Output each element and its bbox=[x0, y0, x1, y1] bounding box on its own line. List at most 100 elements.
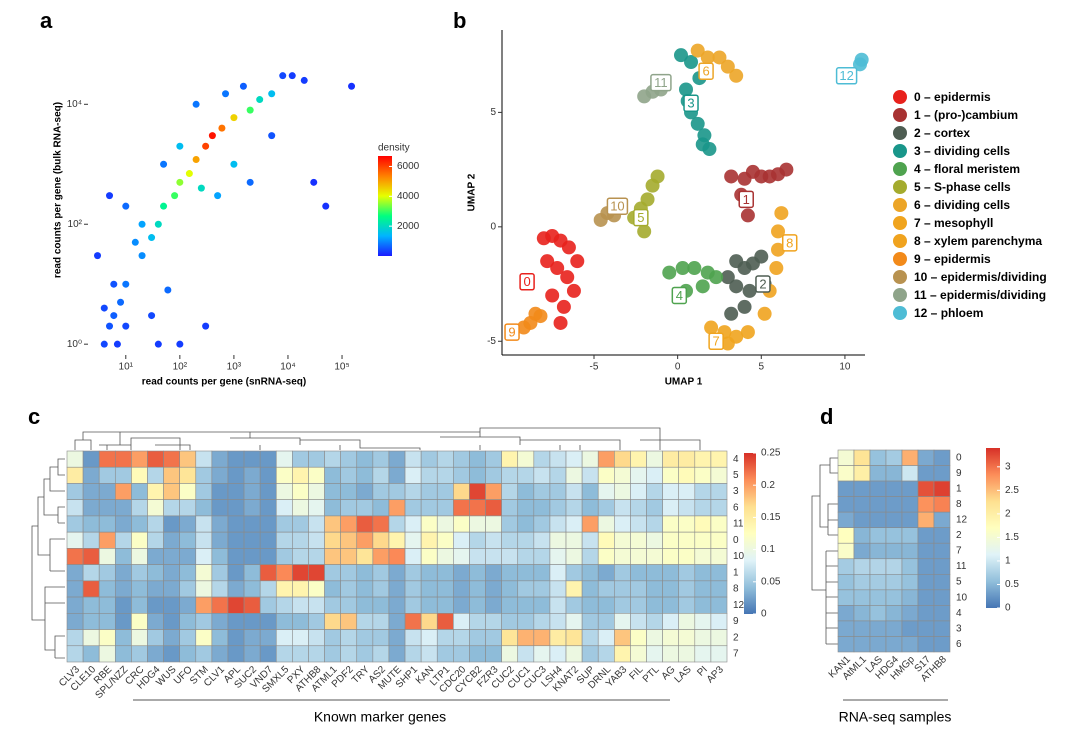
point bbox=[687, 261, 702, 276]
x-tick-label: -5 bbox=[590, 362, 599, 373]
heatmap-cell bbox=[82, 548, 100, 565]
legend-label: 12 – phloem bbox=[914, 306, 983, 320]
heatmap-cell bbox=[98, 596, 116, 614]
heatmap-cell bbox=[485, 548, 502, 565]
heatmap-cell bbox=[517, 645, 535, 663]
heatmap-cell bbox=[308, 450, 325, 468]
heatmap-cell bbox=[388, 645, 406, 663]
heatmap-cell bbox=[869, 620, 887, 637]
cluster-label: 6 bbox=[702, 64, 709, 79]
point bbox=[106, 192, 114, 200]
heatmap-cell bbox=[694, 483, 712, 500]
heatmap-cell bbox=[275, 613, 293, 630]
cluster-label-box bbox=[671, 286, 688, 305]
heatmap-cell bbox=[869, 449, 887, 466]
heatmap-cell bbox=[388, 450, 406, 468]
heatmap-cell bbox=[694, 645, 712, 663]
x-axis-title: read counts per gene (snRNA-seq) bbox=[142, 377, 306, 388]
heatmap-cell bbox=[837, 480, 855, 497]
colorbar bbox=[744, 453, 756, 614]
heatmap-cell bbox=[581, 483, 599, 500]
heatmap-cell bbox=[388, 580, 406, 598]
heatmap-cell bbox=[869, 589, 887, 606]
heatmap-cell bbox=[292, 466, 309, 484]
heatmap-cell bbox=[259, 450, 277, 468]
colorbar-tick-label: 0.2 bbox=[761, 480, 775, 491]
heatmap-cell bbox=[565, 531, 583, 549]
point bbox=[712, 50, 727, 65]
heatmap-cell bbox=[211, 515, 229, 533]
heatmap-cell bbox=[901, 589, 919, 606]
heatmap-cell bbox=[227, 580, 245, 598]
colorbar-tick-label: 1 bbox=[1005, 556, 1011, 567]
heatmap-cell bbox=[324, 531, 341, 549]
heatmap-cell bbox=[662, 483, 680, 500]
row-label: 1 bbox=[733, 567, 739, 578]
heatmap-cell bbox=[404, 466, 422, 484]
point bbox=[702, 142, 717, 157]
heatmap-cell bbox=[565, 645, 583, 663]
heatmap-cell bbox=[614, 499, 631, 517]
heatmap-cell bbox=[163, 450, 180, 468]
heatmap-cell bbox=[678, 596, 696, 614]
heatmap-cell bbox=[646, 531, 663, 549]
heatmap-cell bbox=[901, 465, 919, 482]
colorbar bbox=[378, 156, 392, 256]
column-label: LAS bbox=[673, 664, 694, 685]
row-label: 7 bbox=[733, 649, 739, 660]
heatmap-cell bbox=[66, 450, 84, 468]
heatmap-cell bbox=[82, 466, 100, 484]
heatmap-cell bbox=[662, 645, 680, 663]
heatmap-cell bbox=[179, 466, 197, 484]
heatmap-cell bbox=[324, 629, 341, 647]
heatmap-cell bbox=[917, 605, 935, 622]
heatmap-cell bbox=[147, 515, 164, 533]
heatmap-cell bbox=[243, 564, 261, 582]
heatmap-cell bbox=[131, 450, 148, 468]
heatmap-cell bbox=[356, 548, 374, 565]
dendrogram-left bbox=[31, 458, 65, 659]
heatmap-cell bbox=[275, 548, 293, 565]
cluster-label: 1 bbox=[743, 192, 750, 207]
heatmap-cell bbox=[131, 466, 148, 484]
point bbox=[675, 261, 690, 276]
heatmap-cell bbox=[292, 499, 309, 517]
heatmap-cell bbox=[933, 558, 951, 575]
heatmap-cell bbox=[853, 542, 871, 560]
legend-swatch bbox=[893, 126, 907, 140]
heatmap-cell bbox=[517, 466, 535, 484]
heatmap-cell bbox=[501, 466, 519, 484]
heatmap-cell bbox=[614, 596, 631, 614]
heatmap-cell bbox=[710, 548, 728, 565]
heatmap-cell bbox=[853, 480, 871, 497]
legend-label: 0 – epidermis bbox=[914, 90, 991, 104]
heatmap-cell bbox=[211, 466, 229, 484]
heatmap-cell bbox=[66, 548, 84, 565]
heatmap-cell bbox=[195, 548, 213, 565]
heatmap-cell bbox=[694, 531, 712, 549]
cluster-label: 3 bbox=[687, 96, 694, 111]
heatmap-cell bbox=[646, 645, 663, 663]
colorbar-tick-label: 2 bbox=[1005, 509, 1011, 520]
heatmap-cell bbox=[517, 613, 535, 630]
heatmap-cell bbox=[324, 580, 341, 598]
heatmap-cell bbox=[66, 531, 84, 549]
cluster-label-box bbox=[504, 323, 520, 341]
heatmap-cell bbox=[308, 499, 325, 517]
heatmap-cell bbox=[646, 450, 663, 468]
heatmap-cell bbox=[933, 620, 951, 637]
y-axis-title: UMAP 2 bbox=[467, 173, 478, 211]
cluster-label: 0 bbox=[523, 274, 530, 289]
colorbar-tick-label: 2000 bbox=[397, 221, 420, 232]
heatmap-cell bbox=[259, 531, 277, 549]
heatmap-cell bbox=[275, 499, 293, 517]
dendrogram-top bbox=[74, 427, 701, 450]
heatmap-cell bbox=[324, 548, 341, 565]
point bbox=[100, 340, 108, 348]
heatmap-cell bbox=[837, 465, 855, 482]
heatmap-cell bbox=[549, 580, 567, 598]
heatmap-cell bbox=[917, 449, 935, 466]
row-label: 6 bbox=[956, 639, 962, 650]
legend-swatch bbox=[893, 288, 907, 302]
dendrogram bbox=[31, 427, 838, 659]
